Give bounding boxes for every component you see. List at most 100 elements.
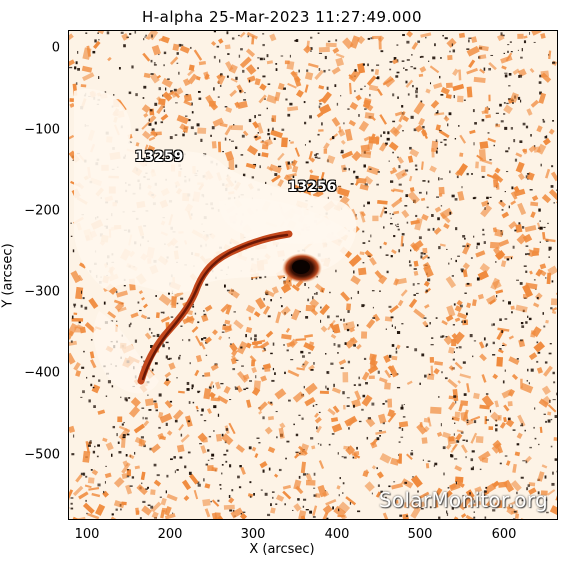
texture-speck [492, 439, 502, 449]
texture-speck [370, 234, 372, 238]
texture-speck [166, 474, 169, 478]
texture-speck [128, 397, 131, 399]
texture-speck [361, 331, 368, 339]
texture-speck [259, 57, 263, 61]
texture-speck [249, 495, 252, 498]
texture-speck [359, 211, 366, 223]
texture-speck [550, 171, 557, 182]
texture-speck [427, 278, 431, 282]
texture-speck [539, 241, 541, 243]
texture-speck [207, 459, 210, 461]
texture-speck [291, 308, 301, 321]
texture-speck [487, 202, 489, 205]
texture-speck [223, 324, 226, 326]
texture-speck [394, 111, 403, 117]
texture-speck [529, 189, 533, 191]
texture-speck [190, 126, 194, 130]
texture-speck [481, 175, 485, 178]
texture-speck [479, 68, 486, 74]
texture-speck [261, 152, 269, 158]
texture-speck [473, 511, 475, 513]
texture-speck [435, 124, 441, 131]
y-tick-label: −500 [24, 447, 60, 463]
texture-speck [72, 434, 75, 438]
texture-speck [328, 69, 331, 71]
texture-speck [401, 478, 414, 489]
texture-speck [458, 404, 463, 412]
texture-speck [356, 446, 358, 450]
texture-speck [111, 513, 114, 516]
texture-speck [383, 241, 388, 246]
texture-speck [189, 473, 199, 485]
texture-speck [142, 500, 146, 504]
texture-speck [537, 491, 540, 495]
texture-speck [113, 94, 115, 96]
texture-speck [270, 298, 273, 302]
texture-speck [348, 74, 354, 79]
texture-speck [505, 150, 509, 153]
texture-speck [224, 137, 227, 141]
texture-speck [192, 401, 195, 404]
texture-speck [216, 45, 220, 48]
texture-speck [235, 444, 246, 453]
texture-speck [248, 118, 252, 123]
texture-speck [327, 319, 336, 331]
texture-speck [226, 31, 229, 35]
texture-speck [367, 37, 371, 40]
texture-speck [546, 272, 552, 285]
texture-speck [483, 490, 487, 493]
texture-speck [513, 188, 526, 197]
texture-speck [229, 399, 232, 401]
texture-speck [338, 494, 340, 497]
texture-speck [314, 416, 322, 424]
texture-speck [554, 458, 557, 461]
texture-speck [502, 380, 505, 384]
texture-speck [269, 136, 271, 140]
texture-speck [533, 341, 546, 353]
texture-speck [445, 336, 448, 338]
texture-speck [187, 451, 191, 454]
texture-speck [398, 441, 401, 443]
texture-speck [262, 75, 266, 78]
texture-speck [481, 394, 494, 408]
texture-speck [333, 383, 335, 387]
texture-speck [287, 161, 290, 165]
texture-speck [287, 113, 291, 117]
texture-speck [443, 335, 454, 346]
texture-speck [425, 325, 429, 328]
texture-speck [331, 423, 343, 433]
texture-speck [88, 297, 99, 309]
texture-speck [466, 383, 470, 393]
texture-speck [368, 375, 375, 380]
filament-core [141, 233, 289, 381]
texture-speck [304, 283, 306, 286]
texture-speck [117, 306, 127, 313]
texture-speck [224, 44, 231, 50]
texture-speck [313, 472, 316, 476]
texture-speck [216, 74, 226, 85]
texture-speck [227, 53, 230, 55]
texture-speck [456, 429, 464, 433]
texture-speck [88, 486, 100, 491]
texture-speck [469, 129, 476, 135]
texture-speck [241, 134, 245, 138]
texture-speck [123, 285, 126, 287]
texture-speck [438, 396, 440, 398]
texture-speck [182, 78, 191, 87]
texture-speck [521, 148, 528, 155]
texture-speck [526, 108, 533, 116]
texture-speck [494, 250, 506, 261]
texture-speck [77, 50, 79, 54]
texture-speck [107, 311, 117, 319]
texture-speck [254, 115, 256, 119]
texture-speck [545, 319, 549, 324]
texture-speck [368, 136, 380, 145]
texture-speck [478, 341, 485, 349]
texture-speck [287, 106, 299, 112]
texture-speck [302, 473, 307, 476]
texture-speck [342, 321, 356, 331]
texture-speck [388, 485, 391, 488]
texture-speck [516, 443, 520, 446]
texture-speck [82, 72, 95, 82]
texture-speck [431, 148, 435, 158]
